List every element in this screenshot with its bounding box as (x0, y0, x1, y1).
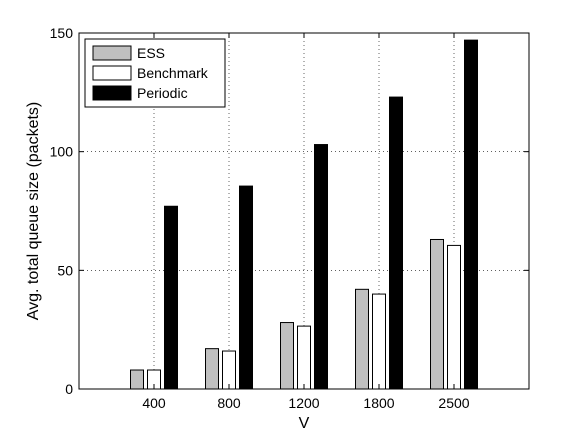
bar-periodic-400 (164, 205, 178, 390)
bar-periodic-1200 (314, 144, 328, 390)
legend-label-periodic: Periodic (137, 85, 188, 101)
x-tick-label: 1200 (288, 395, 319, 411)
y-tick-label: 50 (57, 262, 73, 278)
x-tick-label: 2500 (438, 395, 469, 411)
legend-swatch-benchmark (92, 65, 132, 81)
bar-benchmark-2500 (447, 244, 461, 390)
bar-periodic-2500 (464, 39, 478, 390)
legend-swatch-periodic (92, 85, 132, 101)
x-tick-label: 800 (217, 395, 241, 411)
y-axis-label: Avg. total queue size (packets) (25, 102, 42, 321)
bar-benchmark-1800 (372, 293, 386, 390)
bar-benchmark-1200 (297, 325, 311, 390)
bar-ess-1200 (280, 322, 294, 390)
y-tick-label: 0 (65, 381, 73, 397)
axis-ticks: 0 50 100 150 400 800 1200 1800 2500 (50, 25, 529, 411)
y-tick-label: 100 (50, 144, 74, 160)
bar-ess-1800 (355, 288, 369, 390)
bar-ess-400 (130, 369, 144, 390)
y-tick-label: 150 (50, 25, 74, 41)
x-axis-label: V (299, 415, 310, 432)
legend-swatch-ess (92, 45, 132, 61)
bar-ess-800 (205, 348, 219, 390)
legend-label-ess: ESS (137, 45, 165, 61)
x-tick-label: 1800 (363, 395, 394, 411)
bar-periodic-1800 (389, 96, 403, 390)
bar-benchmark-800 (222, 350, 236, 390)
legend: ESS Benchmark Periodic (84, 38, 226, 108)
bar-periodic-800 (239, 185, 253, 390)
bars (130, 39, 478, 390)
legend-label-benchmark: Benchmark (137, 65, 209, 81)
bar-ess-2500 (430, 238, 444, 390)
x-tick-label: 400 (142, 395, 166, 411)
